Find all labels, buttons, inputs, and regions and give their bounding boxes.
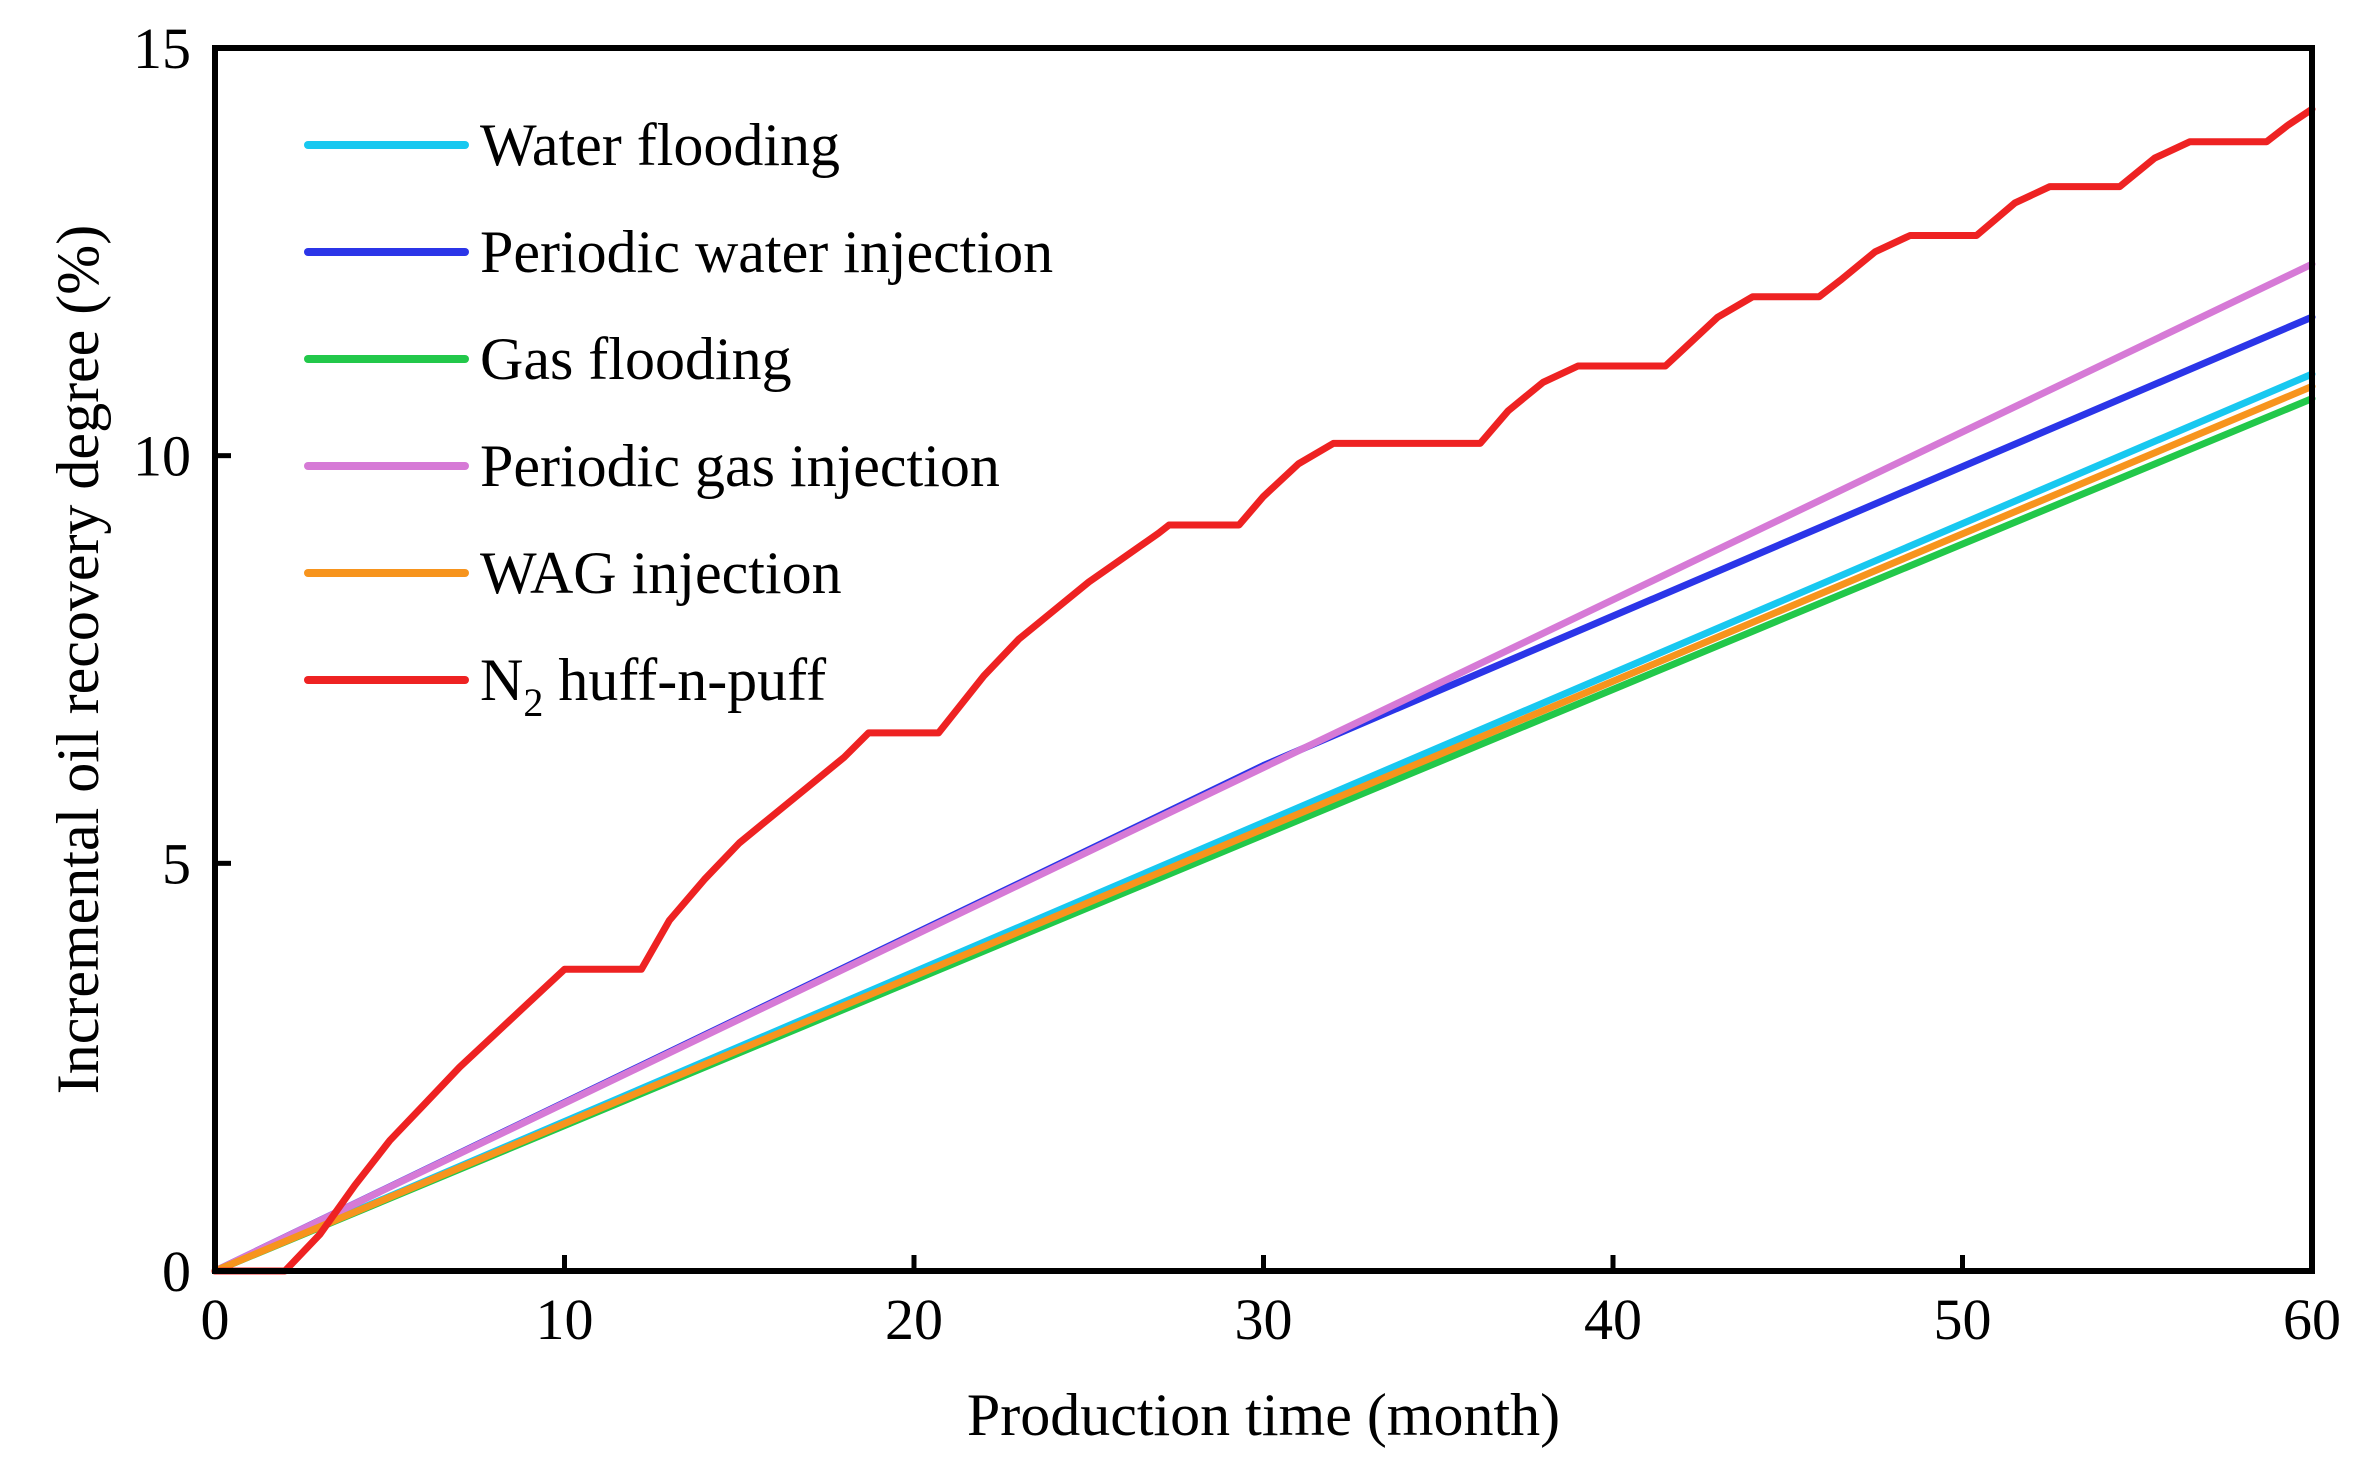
x-tick-label-2: 20 xyxy=(885,1287,943,1352)
x-tick-label-1: 10 xyxy=(536,1287,594,1352)
legend-label-2: Gas flooding xyxy=(480,326,792,392)
legend-label-1: Periodic water injection xyxy=(480,219,1053,285)
y-tick-label-1: 5 xyxy=(162,831,191,896)
legend-label-3: Periodic gas injection xyxy=(480,433,1000,499)
legend: Water flooding Periodic water injection Ga… xyxy=(304,112,1053,725)
tick-layer: 0 10 20 30 40 50 60 0 5 10 15 xyxy=(133,16,2341,1352)
y-axis-label: Incremental oil recovery degree (%) xyxy=(45,225,111,1095)
x-tick-label-4: 40 xyxy=(1584,1287,1642,1352)
x-tick-label-0: 0 xyxy=(201,1287,230,1352)
y-tick-label-2: 10 xyxy=(133,424,191,489)
series-line-3 xyxy=(211,260,2316,1275)
legend-label-5: N2 huff-n-puff xyxy=(480,647,826,725)
series-line-4 xyxy=(211,382,2316,1275)
y-tick-label-0: 0 xyxy=(162,1239,191,1304)
x-tick-label-3: 30 xyxy=(1235,1287,1293,1352)
legend-label-0: Water flooding xyxy=(480,112,840,178)
legend-label-4: WAG injection xyxy=(480,540,842,606)
x-tick-label-6: 60 xyxy=(2283,1287,2341,1352)
y-tick-label-3: 15 xyxy=(133,16,191,81)
x-tick-label-5: 50 xyxy=(1934,1287,1992,1352)
x-axis-label: Production time (month) xyxy=(967,1382,1560,1448)
series-layer xyxy=(211,105,2316,1275)
series-line-5 xyxy=(211,105,2316,1275)
